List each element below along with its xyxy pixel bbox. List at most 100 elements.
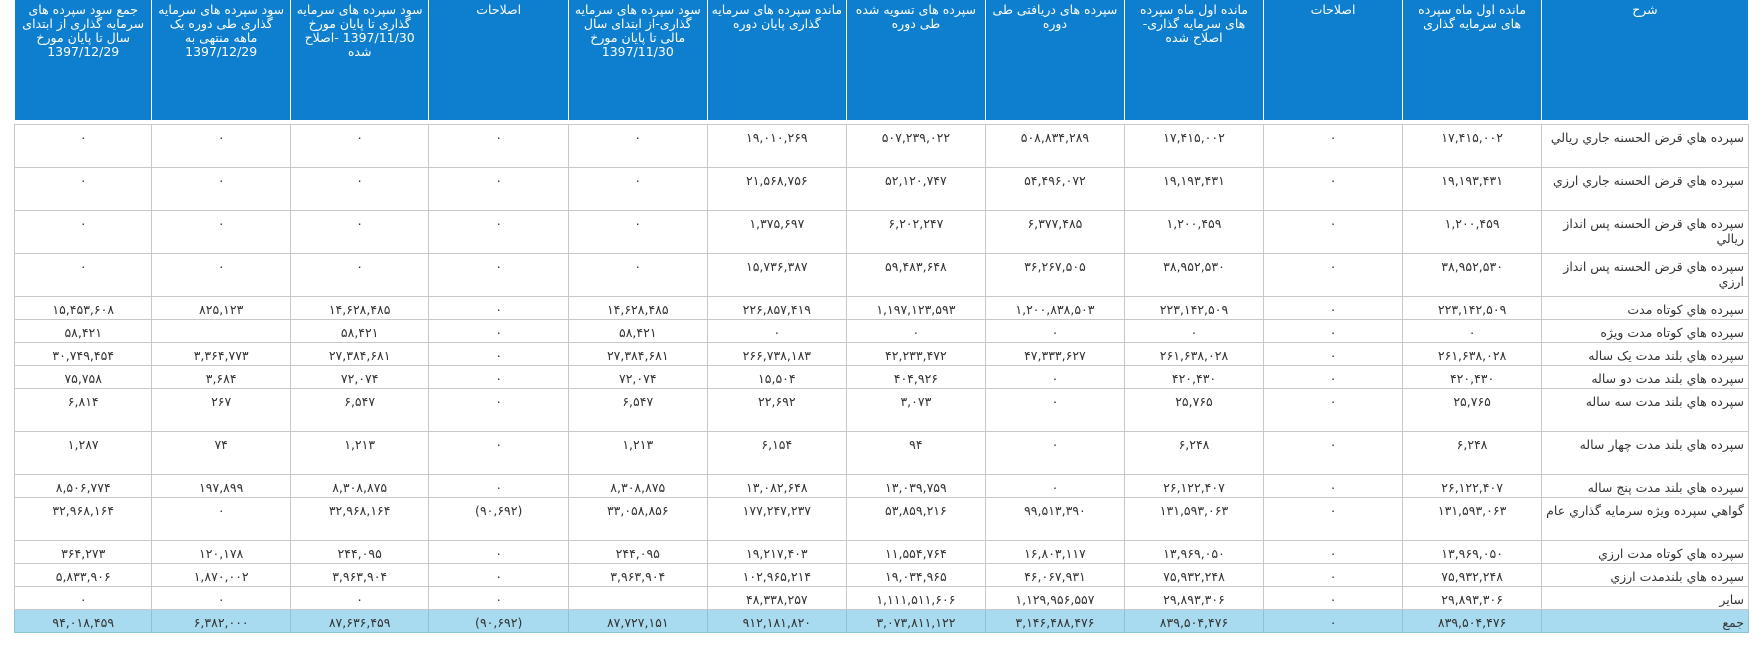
table-cell: ۶,۵۴۷ [568, 387, 708, 432]
table-cell: ۳,۹۶۳,۹۰۴ [568, 562, 708, 587]
table-cell: ۲۶۶,۷۳۸,۱۸۳ [706, 341, 848, 366]
table-cell: ۱۳,۰۳۹,۷۵۹ [846, 473, 986, 498]
table-cell: ۰ [428, 364, 570, 389]
table-row: سپرده هاي کوتاه مدت ۲۲۳,۱۴۲,۵۰۹ ۰ ۲۲۳,۱۴۲,۵… [13, 295, 1750, 320]
total-row: جمع ۸۳۹,۵۰۴,۴۷۶ ۰ ۸۳۹,۵۰۴,۴۷۶ ۳,۱۴۶,۴۸۸,۴۷۶ ۳… [13, 608, 1750, 633]
total-label: جمع [1540, 608, 1750, 633]
column-header: سود سپرده های سرمايه گذاری-از ابتدای سال… [568, 0, 708, 120]
table-cell: ۱۳۱,۵۹۳,۰۶۳ [1124, 496, 1264, 541]
table-cell: ۴۲,۲۳۳,۴۷۲ [846, 341, 986, 366]
table-cell: ۰ [984, 364, 1126, 389]
table-cell: ۱۵,۷۳۶,۳۸۷ [706, 252, 848, 297]
table-cell: ۰ [428, 473, 570, 498]
table-cell: ۵۰۸,۸۳۴,۲۸۹ [984, 123, 1126, 168]
table-cell: ۱,۱۹۷,۱۲۳,۵۹۳ [846, 295, 986, 320]
table-cell: ۵۸,۴۲۱ [289, 318, 430, 343]
table-cell: ۳,۰۷۳ [846, 387, 986, 432]
table-row: سپرده هاي بلند مدت پنج ساله ۲۶,۱۲۲,۴۰۷ ۰ ۲۶… [13, 473, 1750, 498]
table-cell: ۴۰۴,۹۲۶ [846, 364, 986, 389]
column-header: سپرده های دريافتی طی دوره [984, 0, 1126, 120]
table-cell: ۱,۸۷۰,۰۰۲ [151, 562, 291, 587]
table-cell [151, 318, 291, 343]
table-cell: ۰ [428, 166, 570, 211]
total-cell: ۳,۰۷۳,۸۱۱,۱۲۲ [846, 608, 986, 633]
row-description: سپرده هاي کوتاه مدت ويژه [1540, 318, 1750, 343]
table-cell: ۱,۲۱۳ [289, 430, 430, 475]
column-header: سود سپرده های سرمايه گذاری تا پايان مورخ… [289, 0, 430, 120]
table-cell: ۰ [1262, 539, 1404, 564]
total-cell: ۸۳۹,۵۰۴,۴۷۶ [1124, 608, 1264, 633]
table-cell: ۶,۵۴۷ [289, 387, 430, 432]
table-cell: ۲۹,۸۹۳,۳۰۶ [1402, 585, 1542, 610]
table-cell: ۰ [1262, 430, 1404, 475]
table-cell: ۱۴,۶۲۸,۴۸۵ [289, 295, 430, 320]
table-cell: ۰ [1262, 209, 1404, 254]
column-header: سود سپرده های سرمايه گذاری طی دوره يک ما… [151, 0, 291, 120]
table-cell: ۰ [428, 252, 570, 297]
table-row: سپرده هاي قرض الحسنه پس انداز ارزي ۳۸,۹۵۲… [13, 252, 1750, 297]
table-cell: ۰ [13, 209, 153, 254]
table-cell: ۳,۶۸۴ [151, 364, 291, 389]
table-cell: ۲۷,۳۸۴,۶۸۱ [568, 341, 708, 366]
table-cell: ۰ [1124, 318, 1264, 343]
table-row: سپرده هاي قرض الحسنه جاري ارزي ۱۹,۱۹۳,۴۳۱… [13, 166, 1750, 211]
table-cell: ۰ [1262, 295, 1404, 320]
table-cell: ۲۱,۵۶۸,۷۵۶ [706, 166, 848, 211]
table-cell: ۳۲,۹۶۸,۱۶۴ [13, 496, 153, 541]
table-row: گواهي سپرده ويژه سرمايه گذاري عام ۱۳۱,۵۹۳… [13, 496, 1750, 541]
table-cell: ۳,۳۶۴,۷۷۳ [151, 341, 291, 366]
table-cell: ۳۳,۰۵۸,۸۵۶ [568, 496, 708, 541]
table-cell: ۰ [1262, 585, 1404, 610]
table-cell: ۰ [568, 123, 708, 168]
column-header: مانده اول ماه سپرده های سرمايه گذاری [1402, 0, 1542, 120]
table-cell: ۰ [568, 166, 708, 211]
total-cell: (۹۰,۶۹۲) [428, 608, 570, 633]
row-description: ساير [1540, 585, 1750, 610]
table-row: سپرده هاي کوتاه مدت ارزي ۱۳,۹۶۹,۰۵۰ ۰ ۱۳,۹۶… [13, 539, 1750, 564]
table-cell: ۰ [706, 318, 848, 343]
row-description: سپرده هاي قرض الحسنه جاري ريالي [1540, 123, 1750, 168]
table-cell: ۲۷,۳۸۴,۶۸۱ [289, 341, 430, 366]
table-cell: ۷۵,۹۳۲,۲۴۸ [1124, 562, 1264, 587]
row-description: سپرده هاي کوتاه مدت ارزي [1540, 539, 1750, 564]
table-cell: ۰ [1402, 318, 1542, 343]
table-cell: ۲۶۱,۶۳۸,۰۲۸ [1124, 341, 1264, 366]
table-cell: ۶,۲۴۸ [1402, 430, 1542, 475]
column-header: شرح [1540, 0, 1750, 120]
table-row: ساير ۲۹,۸۹۳,۳۰۶ ۰ ۲۹,۸۹۳,۳۰۶ ۱,۱۲۹,۹۵۶,۵۵۷ ۱,… [13, 585, 1750, 610]
row-description: سپرده هاي بلند مدت پنج ساله [1540, 473, 1750, 498]
table-cell: ۰ [984, 387, 1126, 432]
table-cell: ۰ [1262, 166, 1404, 211]
table-cell: ۰ [289, 123, 430, 168]
table-cell: ۰ [568, 209, 708, 254]
table-cell: ۰ [13, 585, 153, 610]
table-cell: ۲۲,۶۹۲ [706, 387, 848, 432]
table-cell: ۳۲,۹۶۸,۱۶۴ [289, 496, 430, 541]
table-cell: ۰ [1262, 318, 1404, 343]
table-cell: ۵۸,۴۲۱ [568, 318, 708, 343]
table-cell: ۱,۲۰۰,۸۳۸,۵۰۳ [984, 295, 1126, 320]
table-cell: ۱,۲۱۳ [568, 430, 708, 475]
table-cell: ۴۶,۰۶۷,۹۳۱ [984, 562, 1126, 587]
table-cell: ۰ [289, 252, 430, 297]
table-row: سپرده هاي بلند مدت يک ساله ۲۶۱,۶۳۸,۰۲۸ ۰ ۲۶… [13, 341, 1750, 366]
table-cell: ۰ [151, 209, 291, 254]
table-cell: ۵۹,۴۸۳,۶۴۸ [846, 252, 986, 297]
table-cell: ۰ [151, 166, 291, 211]
table-cell: ۱۷۷,۲۴۷,۲۳۷ [706, 496, 848, 541]
table-cell: ۰ [289, 585, 430, 610]
table-cell: ۰ [151, 496, 291, 541]
row-description: سپرده هاي قرض الحسنه جاري ارزي [1540, 166, 1750, 211]
table-cell: ۰ [428, 585, 570, 610]
table-cell: ۰ [428, 209, 570, 254]
table-cell: ۱۱,۵۵۴,۷۶۴ [846, 539, 986, 564]
table-cell: ۹۴ [846, 430, 986, 475]
total-cell: ۸۳۹,۵۰۴,۴۷۶ [1402, 608, 1542, 633]
table-cell: ۱۹,۰۳۴,۹۶۵ [846, 562, 986, 587]
table-cell: ۴۷,۳۳۳,۶۲۷ [984, 341, 1126, 366]
table-cell: ۲۴۴,۰۹۵ [289, 539, 430, 564]
row-description: سپرده هاي کوتاه مدت [1540, 295, 1750, 320]
table-cell: ۳۶۴,۲۷۳ [13, 539, 153, 564]
table-cell: ۱,۲۸۷ [13, 430, 153, 475]
table-cell: ۶,۲۰۲,۲۴۷ [846, 209, 986, 254]
